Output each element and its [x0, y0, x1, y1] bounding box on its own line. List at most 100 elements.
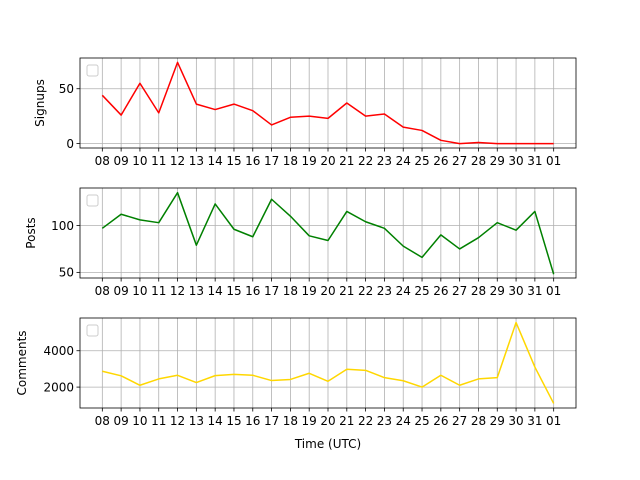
comments-x-tick-label: 25 [414, 414, 429, 428]
signups-x-tick-label: 21 [339, 154, 354, 168]
comments-x-axis: 08 09 10 11 12 13 14 15 16 17 18 19 20 21 22 23 24 25 26 27… [95, 408, 561, 428]
comments-x-tick-label: 24 [396, 414, 411, 428]
posts-axes-frame [79, 187, 577, 279]
comments-x-tick-label: 12 [170, 414, 185, 428]
comments-x-tick-label: 15 [226, 414, 241, 428]
comments-y-tick-label: 4000 [43, 344, 74, 358]
comments-x-tick-label: 19 [302, 414, 317, 428]
signups-x-tick-label: 30 [508, 154, 523, 168]
signups-x-tick-label: 27 [452, 154, 467, 168]
comments-x-tick-label: 26 [433, 414, 448, 428]
comments-legend-box[interactable] [86, 324, 99, 337]
signups-x-tick-label: 18 [283, 154, 298, 168]
comments-x-tick-label: 01 [546, 414, 561, 428]
signups-x-tick-label: 01 [546, 154, 561, 168]
comments-x-tick-label: 20 [320, 414, 335, 428]
posts-subplot: 50 100 08 09 10 11 12 13 14 15 16 17 18 19 20 21 22 23 24… [24, 187, 577, 298]
signups-x-tick-label: 23 [377, 154, 392, 168]
comments-axes-frame [79, 317, 577, 409]
posts-y-tick-label: 50 [59, 266, 74, 280]
comments-x-tick-label: 18 [283, 414, 298, 428]
posts-x-tick-label: 20 [320, 284, 335, 298]
signups-x-tick-label: 31 [527, 154, 542, 168]
signups-x-tick-label: 24 [396, 154, 411, 168]
comments-x-tick-label: 11 [151, 414, 166, 428]
signups-x-tick-label: 09 [113, 154, 128, 168]
posts-y-tick-label: 100 [51, 219, 74, 233]
posts-x-tick-label: 28 [471, 284, 486, 298]
signups-x-tick-label: 17 [264, 154, 279, 168]
signups-y-axis-label: Signups [33, 79, 47, 127]
signups-y-tick-label: 50 [59, 82, 74, 96]
comments-x-tick-label: 31 [527, 414, 542, 428]
posts-x-tick-label: 08 [95, 284, 110, 298]
posts-x-tick-label: 13 [189, 284, 204, 298]
signups-x-tick-label: 13 [189, 154, 204, 168]
posts-x-tick-label: 29 [490, 284, 505, 298]
posts-x-tick-label: 16 [245, 284, 260, 298]
posts-x-tick-label: 31 [527, 284, 542, 298]
posts-x-tick-label: 24 [396, 284, 411, 298]
comments-x-tick-label: 21 [339, 414, 354, 428]
signups-x-tick-label: 25 [414, 154, 429, 168]
signups-grid [80, 58, 576, 148]
posts-y-axis: 50 100 [51, 219, 80, 280]
signups-x-tick-label: 08 [95, 154, 110, 168]
posts-x-tick-label: 30 [508, 284, 523, 298]
posts-x-tick-label: 01 [546, 284, 561, 298]
comments-x-tick-label: 22 [358, 414, 373, 428]
comments-x-tick-label: 17 [264, 414, 279, 428]
posts-x-tick-label: 12 [170, 284, 185, 298]
signups-x-tick-label: 12 [170, 154, 185, 168]
comments-x-tick-label: 23 [377, 414, 392, 428]
signups-x-tick-label: 14 [208, 154, 223, 168]
comments-x-tick-label: 08 [95, 414, 110, 428]
posts-legend-box[interactable] [86, 194, 99, 207]
comments-x-tick-label: 16 [245, 414, 260, 428]
comments-grid [80, 318, 576, 408]
signups-x-tick-label: 11 [151, 154, 166, 168]
posts-x-tick-label: 09 [113, 284, 128, 298]
signups-x-tick-label: 22 [358, 154, 373, 168]
comments-x-tick-label: 29 [490, 414, 505, 428]
signups-x-tick-label: 15 [226, 154, 241, 168]
signups-y-axis: 0 50 [59, 82, 80, 151]
signups-x-tick-label: 29 [490, 154, 505, 168]
posts-series-line [101, 191, 555, 275]
posts-x-tick-label: 17 [264, 284, 279, 298]
comments-x-tick-label: 28 [471, 414, 486, 428]
signups-x-tick-label: 28 [471, 154, 486, 168]
comments-x-tick-label: 09 [113, 414, 128, 428]
posts-y-axis-label: Posts [24, 217, 38, 248]
comments-x-tick-label: 10 [132, 414, 147, 428]
posts-x-tick-label: 25 [414, 284, 429, 298]
posts-x-tick-label: 21 [339, 284, 354, 298]
comments-y-axis-label: Comments [15, 330, 29, 395]
signups-subplot: 0 50 08 09 10 11 12 13 14 15 16 17 18 19 20 21 22 23 24 25… [33, 57, 577, 168]
signups-x-tick-label: 19 [302, 154, 317, 168]
posts-series [101, 191, 555, 275]
signups-series-line [101, 61, 554, 145]
signups-x-tick-label: 26 [433, 154, 448, 168]
posts-x-tick-label: 23 [377, 284, 392, 298]
comments-y-axis: 2000 4000 [43, 344, 80, 394]
signups-x-tick-label: 16 [245, 154, 260, 168]
posts-x-tick-label: 14 [208, 284, 223, 298]
comments-x-tick-label: 13 [189, 414, 204, 428]
comments-series [102, 321, 555, 404]
signups-legend-box[interactable] [86, 64, 99, 77]
posts-x-tick-label: 18 [283, 284, 298, 298]
comments-x-tick-label: 14 [208, 414, 223, 428]
signups-x-axis: 08 09 10 11 12 13 14 15 16 17 18 19 20 21 22 23 24 25 26 27… [95, 148, 561, 168]
signups-series [101, 61, 554, 145]
signups-axes-frame [79, 57, 577, 149]
signups-x-tick-label: 20 [320, 154, 335, 168]
signups-x-tick-label: 10 [132, 154, 147, 168]
posts-x-tick-label: 19 [302, 284, 317, 298]
posts-x-tick-label: 10 [132, 284, 147, 298]
posts-x-tick-label: 15 [226, 284, 241, 298]
comments-x-tick-label: 30 [508, 414, 523, 428]
posts-x-axis: 08 09 10 11 12 13 14 15 16 17 18 19 20 21 22 23 24 25 26 27… [95, 278, 561, 298]
posts-x-tick-label: 26 [433, 284, 448, 298]
